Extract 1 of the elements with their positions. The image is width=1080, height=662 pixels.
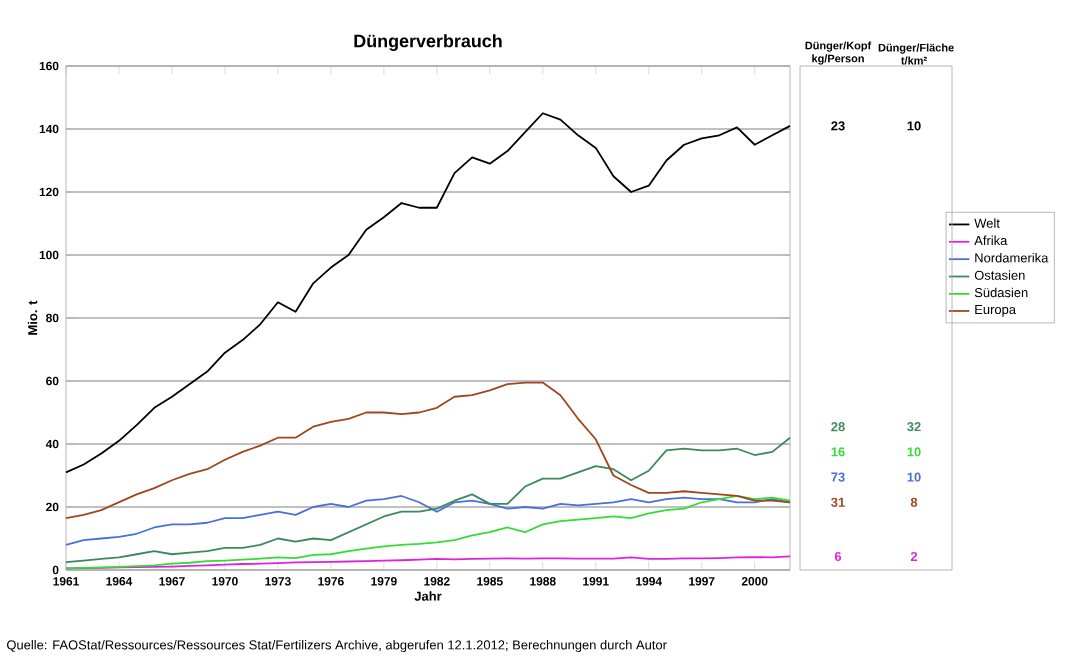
chart-title: Düngerverbrauch <box>354 34 502 51</box>
